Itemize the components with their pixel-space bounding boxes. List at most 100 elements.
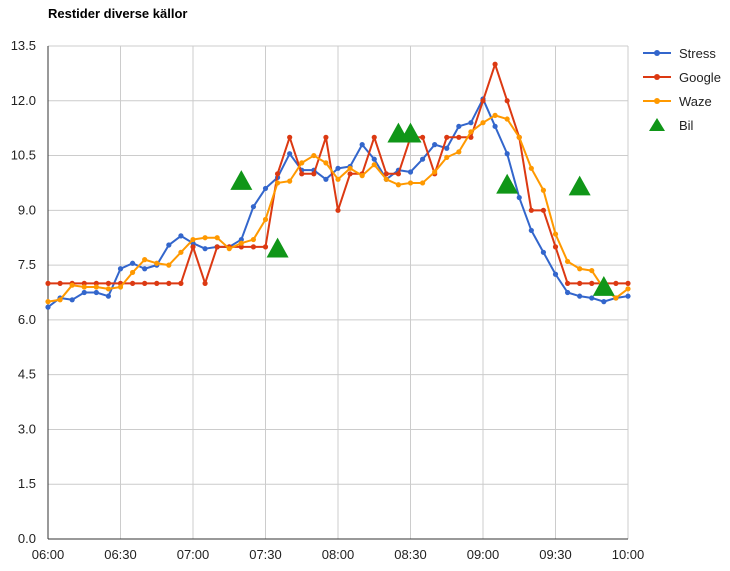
stress-point [323, 176, 329, 182]
stress-point [117, 266, 124, 272]
google-point [45, 280, 51, 286]
waze-point [299, 160, 305, 166]
waze-point [311, 152, 317, 159]
google-point [625, 280, 631, 286]
y-tick-label: 12.0 [11, 93, 36, 108]
stress-point [45, 304, 51, 310]
google-point [299, 171, 305, 177]
x-tick-label: 08:00 [322, 547, 355, 562]
legend-dot-icon [654, 74, 660, 80]
stress-point [250, 204, 257, 210]
waze-point [432, 169, 438, 175]
google-point [190, 244, 196, 250]
legend: Stress Google Waze Bil [643, 46, 721, 133]
stress-point [468, 120, 474, 126]
waze-point [262, 216, 269, 223]
waze-point [625, 286, 631, 292]
bil-point [568, 175, 591, 196]
stress-point [577, 293, 583, 299]
google-point [202, 280, 208, 286]
waze-point [45, 299, 51, 305]
google-point [178, 280, 184, 286]
waze-point [419, 180, 426, 186]
google-point [57, 280, 63, 286]
y-tick-label: 7.5 [18, 257, 36, 272]
google-point [552, 244, 559, 250]
waze-point [407, 180, 414, 186]
y-tick-label: 13.5 [11, 38, 36, 53]
waze-point [69, 282, 75, 288]
waze-point [383, 176, 389, 182]
waze-point [335, 176, 341, 182]
google-point [444, 134, 450, 140]
google-point [142, 280, 148, 286]
waze-point [577, 266, 583, 272]
google-point [480, 98, 486, 104]
bil-point [230, 170, 253, 190]
google-point [154, 280, 160, 286]
google-point [250, 244, 257, 250]
bil-point [592, 276, 615, 296]
google-point [468, 134, 474, 140]
waze-point [93, 284, 99, 290]
stress-point [601, 299, 607, 305]
y-tick-label: 6.0 [18, 312, 36, 327]
stress-point [238, 236, 244, 243]
google-point [93, 280, 99, 286]
x-tick-label: 10:00 [612, 547, 645, 562]
waze-point [166, 262, 172, 268]
stress-point [492, 123, 498, 129]
waze-point [613, 295, 619, 301]
y-tick-label: 10.5 [11, 148, 36, 163]
waze-point [105, 286, 112, 292]
legend-item-bil[interactable]: Bil [649, 118, 694, 133]
waze-point [226, 246, 232, 252]
google-point [287, 134, 293, 140]
legend-item-stress[interactable]: Stress [643, 46, 716, 61]
x-tick-label: 09:00 [467, 547, 500, 562]
google-point [564, 280, 571, 286]
waze-point [480, 120, 486, 126]
series-layer [45, 61, 631, 310]
stress-point [444, 145, 450, 151]
waze-point [81, 284, 87, 290]
google-point [347, 171, 353, 177]
waze-point [564, 258, 571, 265]
waze-point [57, 297, 63, 303]
stress-point [202, 246, 208, 252]
waze-point [117, 284, 124, 290]
y-tick-label: 3.0 [18, 421, 36, 436]
legend-item-waze[interactable]: Waze [643, 94, 712, 109]
stress-point [262, 185, 269, 192]
stress-point [432, 142, 438, 148]
x-tick-label: 09:30 [539, 547, 572, 562]
series-waze [45, 112, 631, 305]
x-tick-label: 08:30 [394, 547, 427, 562]
waze-point [395, 182, 402, 188]
waze-point [540, 187, 547, 193]
y-tick-label: 0.0 [18, 531, 36, 546]
google-point [395, 171, 402, 177]
google-point [335, 207, 341, 213]
waze-point [528, 165, 534, 171]
waze-point [274, 180, 281, 186]
stress-point [166, 242, 172, 248]
legend-item-google[interactable]: Google [643, 70, 721, 85]
waze-point [444, 154, 450, 160]
stress-point [625, 293, 631, 299]
waze-point [456, 149, 462, 155]
google-point [419, 134, 426, 140]
google-point [129, 280, 136, 286]
google-point [492, 61, 498, 67]
stress-point [589, 295, 595, 301]
google-point [383, 171, 389, 177]
stress-point [142, 266, 148, 272]
google-point [323, 134, 329, 140]
waze-point [492, 112, 498, 118]
stress-point [178, 233, 184, 239]
waze-point [323, 160, 329, 166]
stress-point [552, 271, 559, 277]
chart-title: Restider diverse källor [48, 6, 187, 21]
stress-point [540, 249, 547, 255]
